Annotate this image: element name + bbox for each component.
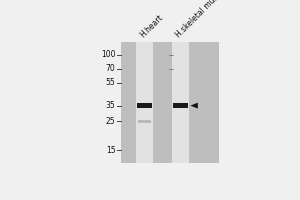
Text: H.skeletal muscle: H.skeletal muscle [174, 0, 228, 39]
Text: 55: 55 [106, 78, 116, 87]
Bar [137, 103, 152, 108]
Text: 35: 35 [106, 101, 116, 110]
Bar [138, 120, 151, 123]
Bar [172, 42, 189, 163]
Bar [173, 103, 188, 108]
Polygon shape [190, 103, 198, 109]
Bar [136, 42, 153, 163]
Bar [121, 42, 219, 163]
Text: 100: 100 [101, 50, 116, 59]
Text: 15: 15 [106, 146, 116, 155]
Text: H.heart: H.heart [138, 13, 165, 39]
Text: 25: 25 [106, 117, 116, 126]
Text: 70: 70 [106, 64, 116, 73]
